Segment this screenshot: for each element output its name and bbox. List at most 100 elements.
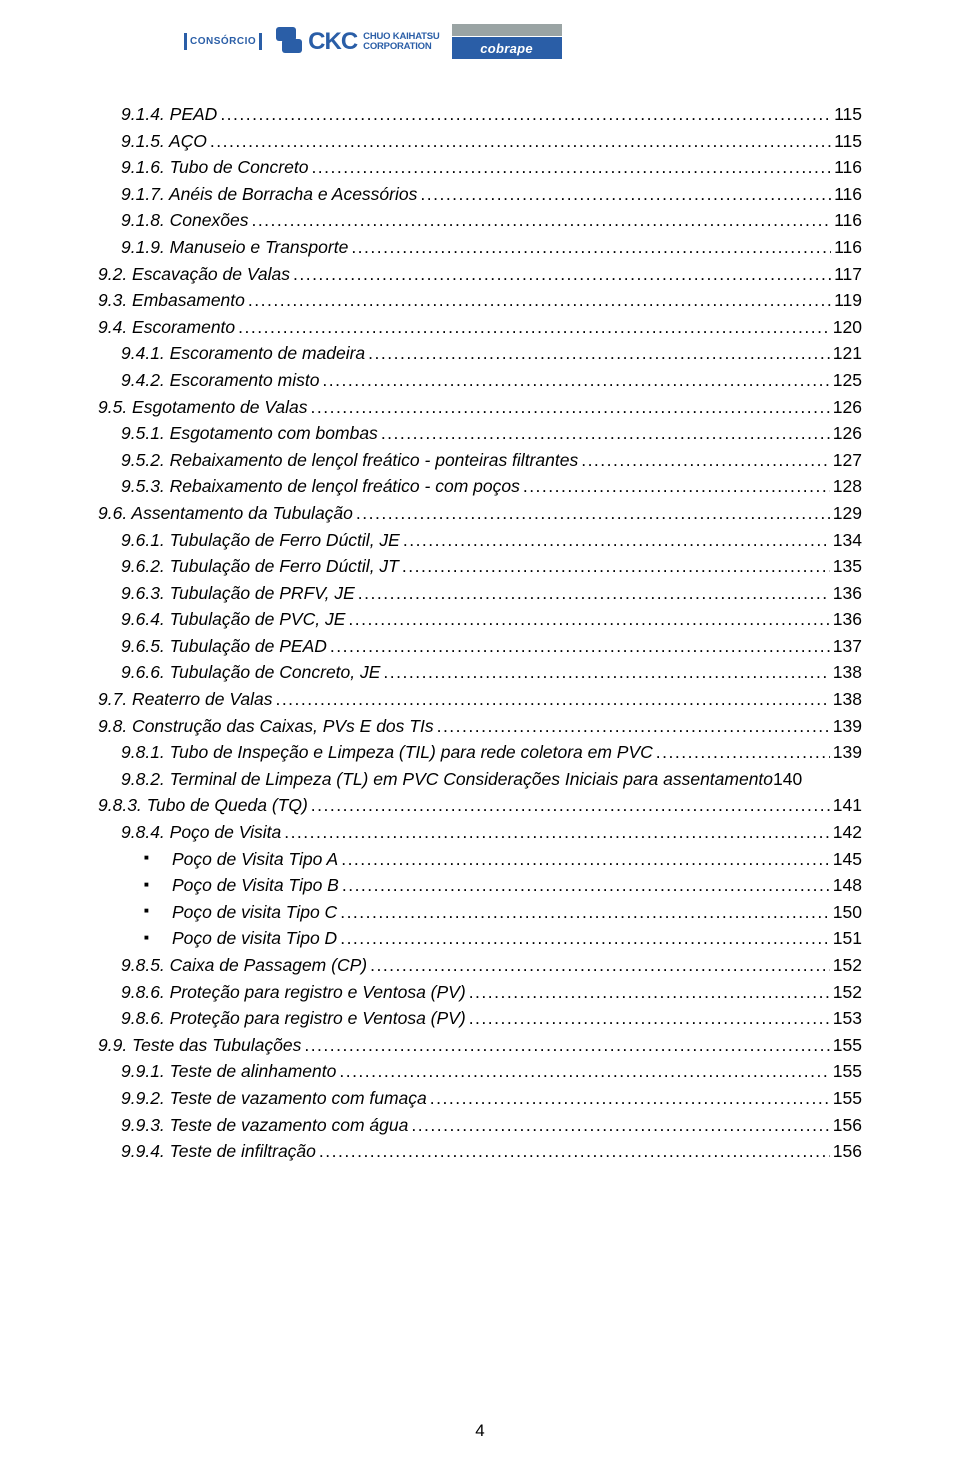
toc-leader-dots	[523, 473, 830, 500]
toc-label: 9.8.6. Proteção para registro e Ventosa …	[121, 1005, 466, 1032]
toc-page: 119	[834, 287, 862, 314]
toc-row: 9.8.6. Proteção para registro e Ventosa …	[98, 1005, 862, 1032]
toc-label: 9.4.2. Escoramento misto	[121, 367, 319, 394]
toc-label: 9.8.6. Proteção para registro e Ventosa …	[121, 979, 466, 1006]
toc-label: 9.8.1. Tubo de Inspeção e Limpeza (TIL) …	[121, 739, 653, 766]
toc-row: 9.1.9. Manuseio e Transporte116	[98, 234, 862, 261]
toc-page: 117	[834, 261, 862, 288]
toc-leader-dots	[238, 314, 830, 341]
toc-leader-dots	[319, 1138, 830, 1165]
toc-label: 9.5. Esgotamento de Valas	[98, 394, 308, 421]
toc-leader-dots	[339, 1058, 829, 1085]
ckc-logo-text: CKC	[308, 28, 357, 56]
consorcio-logo: CONSÓRCIO	[184, 33, 262, 50]
toc-page: 121	[833, 340, 862, 367]
toc-leader-dots	[420, 181, 831, 208]
toc-page: 155	[833, 1058, 862, 1085]
toc-row: 9.8.3. Tubo de Queda (TQ)141	[98, 792, 862, 819]
toc-page: 145	[833, 846, 862, 873]
toc-row: 9.1.7. Anéis de Borracha e Acessórios116	[98, 181, 862, 208]
toc-page: 137	[833, 633, 862, 660]
toc-page: 136	[833, 606, 862, 633]
toc-page: 139	[833, 713, 862, 740]
toc-page: 135	[833, 553, 862, 580]
toc-page: 136	[833, 580, 862, 607]
toc-page: 129	[833, 500, 862, 527]
ckc-sub-2: CORPORATION	[363, 42, 439, 52]
toc-leader-dots	[340, 925, 830, 952]
toc-page: 128	[833, 473, 862, 500]
cobrape-bar-icon	[452, 24, 562, 36]
toc-page: 120	[833, 314, 862, 341]
toc-leader-dots	[356, 500, 830, 527]
toc-label: 9.9.2. Teste de vazamento com fumaça	[121, 1085, 427, 1112]
toc-leader-dots	[248, 287, 831, 314]
toc-row: 9.9. Teste das Tubulações155	[98, 1032, 862, 1059]
toc-label: 9.1.5. AÇO	[121, 128, 207, 155]
toc-label: 9.8. Construção das Caixas, PVs E dos TI…	[98, 713, 434, 740]
ckc-logo-icon	[276, 25, 302, 59]
toc-label: 9.6.1. Tubulação de Ferro Dúctil, JE	[121, 527, 400, 554]
toc-page: 156	[833, 1138, 862, 1165]
toc-label: 9.8.2. Terminal de Limpeza (TL) em PVC C…	[121, 766, 773, 793]
toc-row: 9.6.6. Tubulação de Concreto, JE138	[98, 659, 862, 686]
toc-label: 9.1.6. Tubo de Concreto	[121, 154, 308, 181]
toc-row: 9.8. Construção das Caixas, PVs E dos TI…	[98, 713, 862, 740]
toc-row: 9.1.6. Tubo de Concreto116	[98, 154, 862, 181]
toc-label: 9.7. Reaterro de Valas	[98, 686, 272, 713]
toc-leader-dots	[251, 207, 831, 234]
toc-page: 152	[833, 952, 862, 979]
toc-leader-dots	[403, 527, 830, 554]
toc-leader-dots	[351, 234, 831, 261]
toc-row: 9.8.4. Poço de Visita142	[98, 819, 862, 846]
toc-label: 9.4.1. Escoramento de madeira	[121, 340, 365, 367]
toc-leader-dots	[284, 819, 830, 846]
ckc-sub-1: CHUO KAIHATSU	[363, 32, 439, 42]
toc-leader-dots	[342, 872, 830, 899]
document-header: CONSÓRCIO CKC CHUO KAIHATSU CORPORATION …	[184, 24, 862, 59]
toc-row: Poço de Visita Tipo B148	[98, 872, 862, 899]
toc-leader-dots	[411, 1112, 829, 1139]
toc-row: 9.4.2. Escoramento misto125	[98, 367, 862, 394]
toc-label: 9.9.4. Teste de infiltração	[121, 1138, 316, 1165]
toc-leader-dots	[402, 553, 830, 580]
toc-row: 9.5.1. Esgotamento com bombas126	[98, 420, 862, 447]
toc-page: 116	[834, 207, 862, 234]
toc-label: Poço de Visita Tipo A	[144, 846, 338, 873]
toc-leader-dots	[311, 154, 831, 181]
toc-row: 9.1.5. AÇO115	[98, 128, 862, 155]
toc-page: 142	[833, 819, 862, 846]
toc-row: 9.4. Escoramento120	[98, 314, 862, 341]
toc-leader-dots	[348, 606, 829, 633]
toc-row: 9.7. Reaterro de Valas138	[98, 686, 862, 713]
toc-label: 9.5.1. Esgotamento com bombas	[121, 420, 378, 447]
toc-leader-dots	[275, 686, 829, 713]
toc-leader-dots	[322, 367, 829, 394]
toc-leader-dots	[340, 899, 830, 926]
toc-label: 9.9. Teste das Tubulações	[98, 1032, 301, 1059]
toc-row: Poço de visita Tipo D151	[98, 925, 862, 952]
toc-row: 9.1.4. PEAD115	[98, 101, 862, 128]
toc-row: 9.6. Assentamento da Tubulação129	[98, 500, 862, 527]
toc-page: 156	[833, 1112, 862, 1139]
toc-label: 9.6.3. Tubulação de PRFV, JE	[121, 580, 355, 607]
toc-leader-dots	[383, 659, 829, 686]
toc-row: 9.9.2. Teste de vazamento com fumaça155	[98, 1085, 862, 1112]
toc-label: 9.5.2. Rebaixamento de lençol freático -…	[121, 447, 578, 474]
toc-page: 139	[833, 739, 862, 766]
toc-page: 153	[833, 1005, 862, 1032]
toc-label: 9.1.9. Manuseio e Transporte	[121, 234, 348, 261]
toc-row: 9.8.6. Proteção para registro e Ventosa …	[98, 979, 862, 1006]
ckc-subtitle: CHUO KAIHATSU CORPORATION	[363, 32, 439, 52]
toc-leader-dots	[437, 713, 830, 740]
divider-icon	[259, 33, 262, 50]
toc-page: 152	[833, 979, 862, 1006]
toc-leader-dots	[293, 261, 831, 288]
document-page: CONSÓRCIO CKC CHUO KAIHATSU CORPORATION …	[0, 0, 960, 1459]
toc-label: Poço de Visita Tipo B	[144, 872, 339, 899]
toc-page: 141	[833, 792, 862, 819]
toc-row: 9.6.4. Tubulação de PVC, JE136	[98, 606, 862, 633]
toc-row: Poço de visita Tipo C150	[98, 899, 862, 926]
toc-row: 9.8.2. Terminal de Limpeza (TL) em PVC C…	[98, 766, 862, 793]
toc-leader-dots	[341, 846, 830, 873]
